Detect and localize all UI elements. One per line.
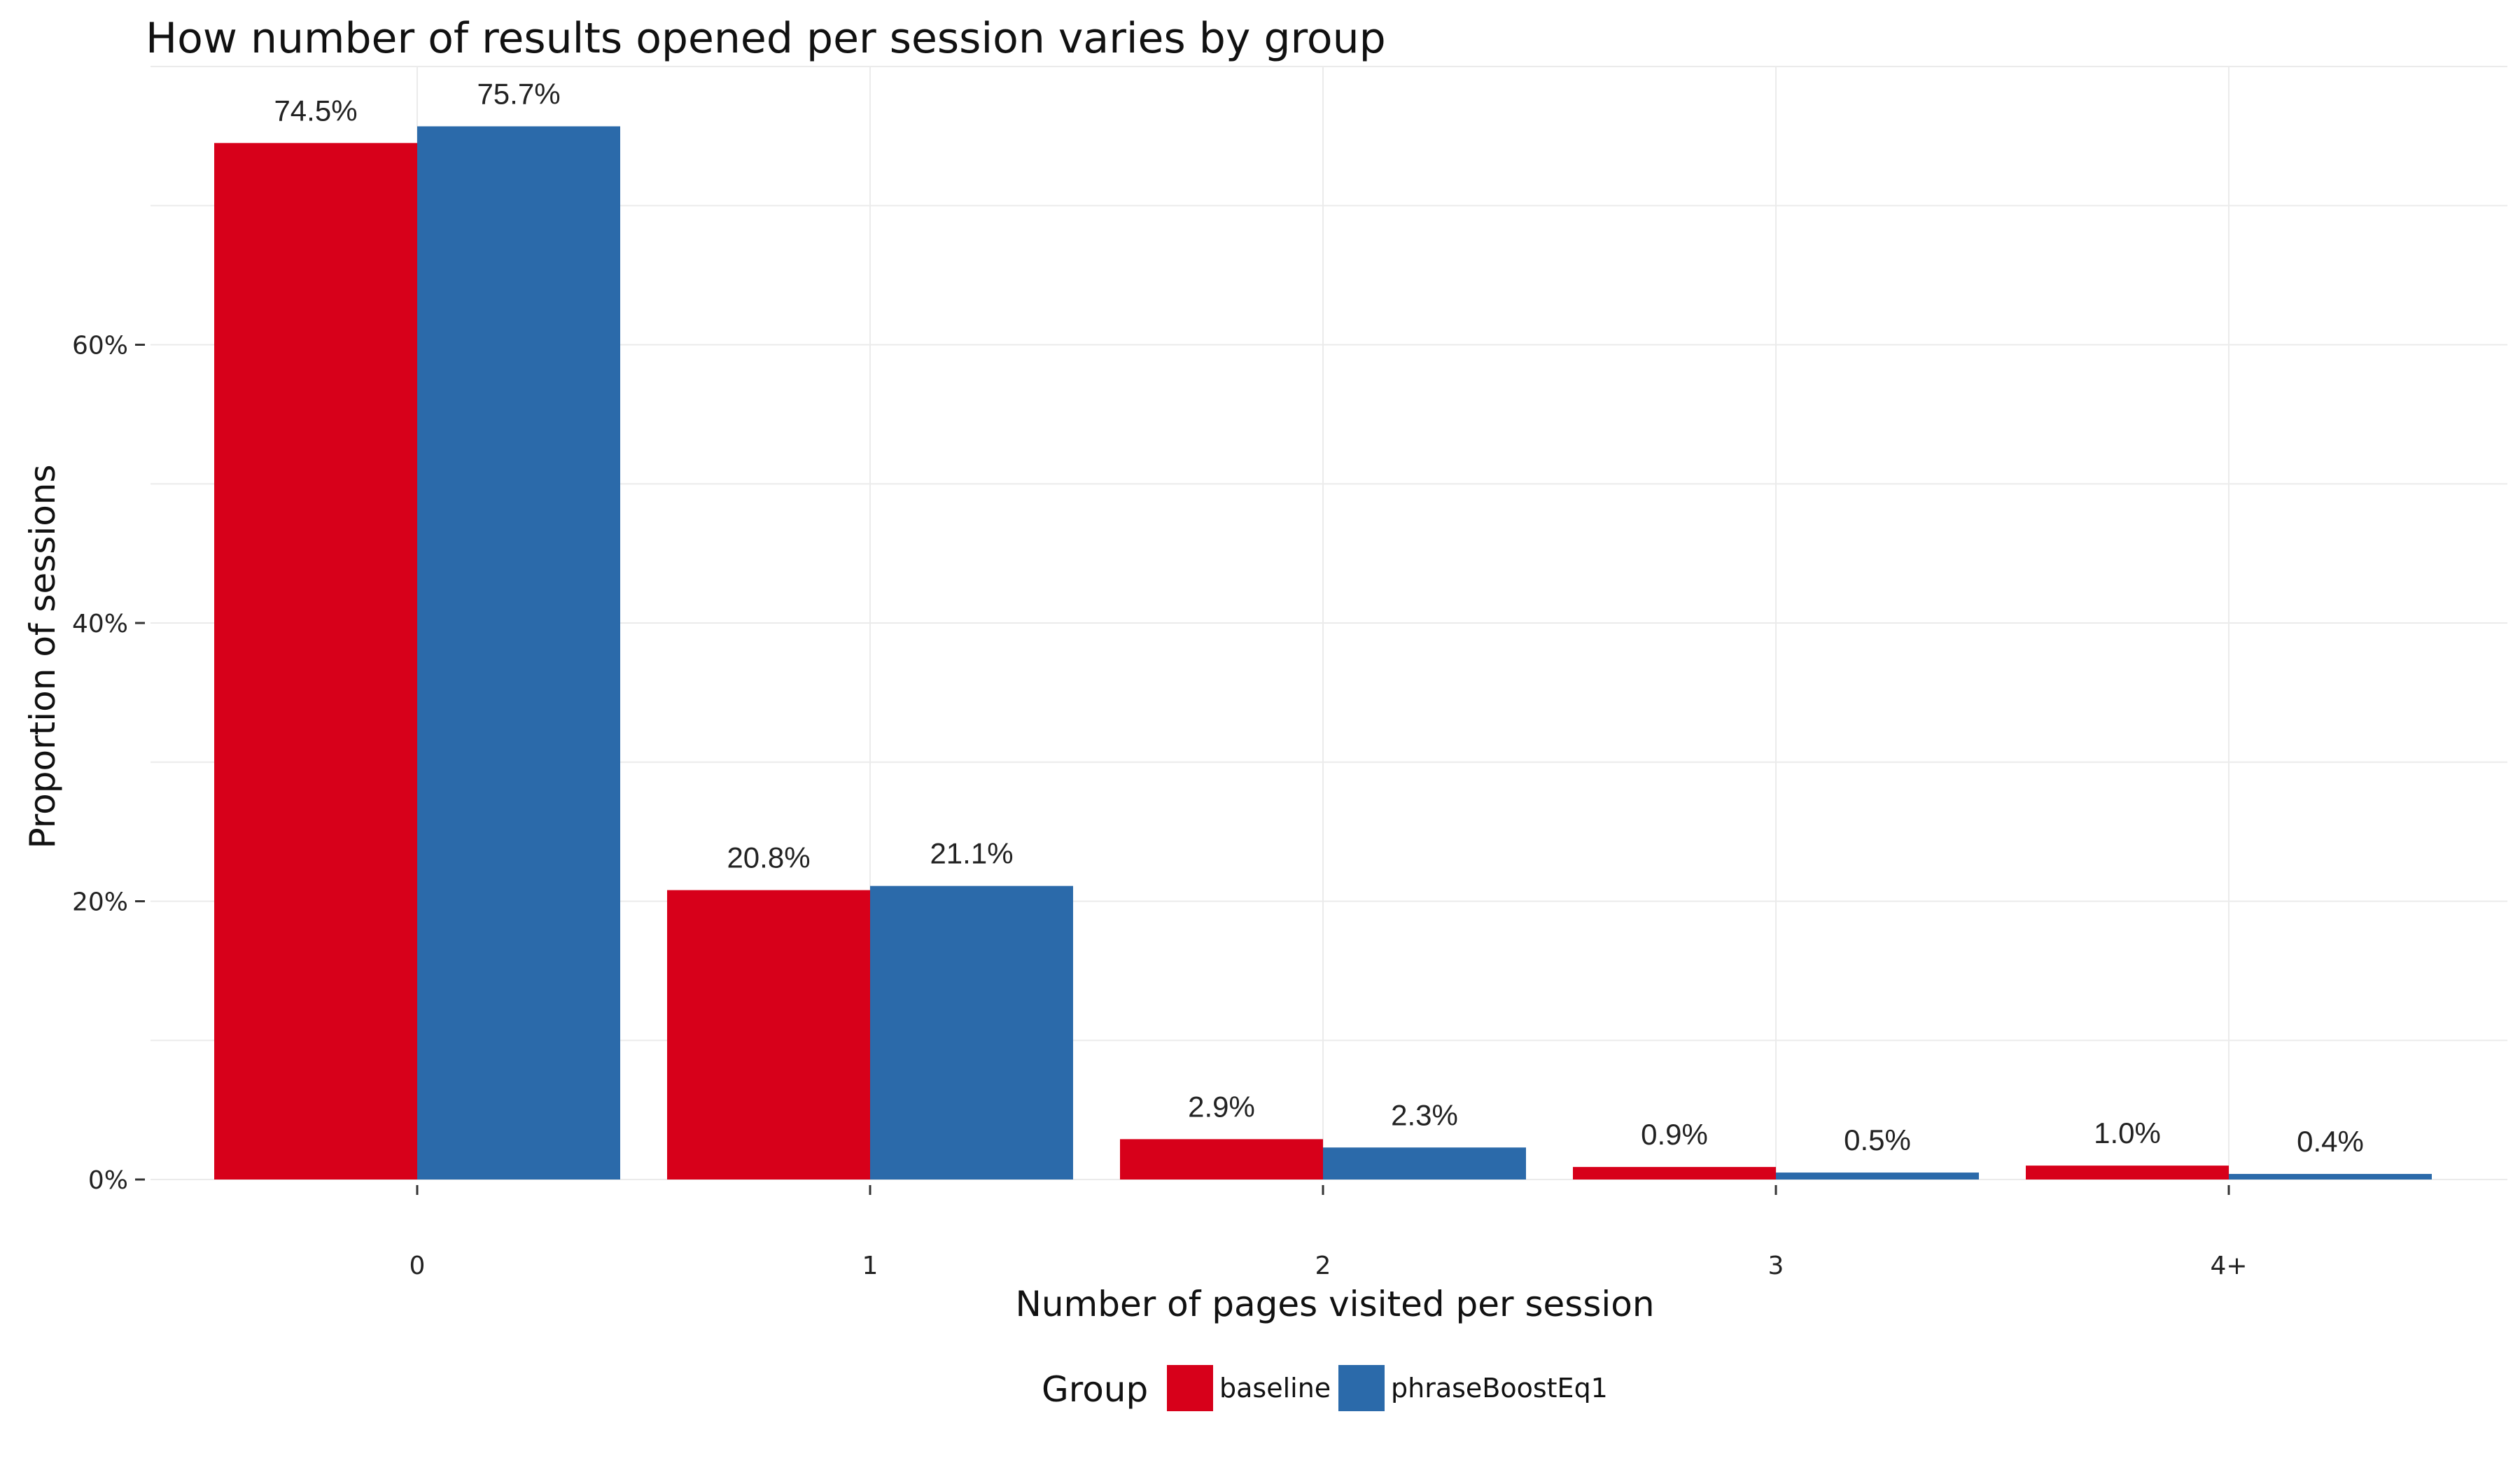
legend: Group baseline phraseBoostEq1 [1042, 1365, 1608, 1411]
y-tick-label: 20% [72, 888, 128, 917]
y-axis-title: Proportion of sessions [22, 464, 63, 848]
bar-value-label: 0.9% [1641, 1118, 1708, 1151]
data-labels: 74.5% 20.8% 2.9% 0.9% 1.0% 75.7% 21.1% 2.3% 0.5%… [274, 77, 2363, 1158]
bar-baseline [2026, 1166, 2229, 1180]
bar-value-label: 2.9% [1188, 1090, 1255, 1123]
bar-baseline [667, 890, 870, 1180]
legend-label-baseline: baseline [1219, 1373, 1331, 1404]
bar-phraseBoostEq1 [417, 126, 620, 1180]
x-tick-label: 1 [862, 1252, 878, 1280]
y-tick-label: 0% [88, 1166, 128, 1195]
bars [214, 126, 2432, 1180]
bar-phraseBoostEq1 [1323, 1147, 1526, 1180]
bar-value-label: 2.3% [1391, 1098, 1458, 1131]
y-tick-label: 60% [72, 332, 128, 360]
bar-value-label: 0.5% [1844, 1124, 1911, 1156]
y-tick-label: 40% [72, 610, 128, 638]
chart-title: How number of results opened per session… [146, 14, 1386, 63]
bar-value-label: 75.7% [477, 77, 560, 110]
bar-value-label: 1.0% [2094, 1116, 2161, 1149]
x-tick-label: 4+ [2210, 1252, 2247, 1280]
x-tick-label: 0 [410, 1252, 426, 1280]
x-tick-label: 3 [1768, 1252, 1784, 1280]
axes: 0% 20% 40% 60% 0 1 2 3 4+ [72, 332, 2248, 1281]
bar-baseline [214, 143, 417, 1180]
bar-phraseBoostEq1 [2229, 1174, 2432, 1180]
bar-baseline [1573, 1167, 1776, 1180]
legend-title: Group [1042, 1369, 1148, 1410]
bar-value-label: 74.5% [274, 94, 357, 127]
x-tick-label: 2 [1315, 1252, 1331, 1280]
legend-key-baseline [1167, 1365, 1213, 1411]
x-axis-title: Number of pages visited per session [1015, 1284, 1654, 1324]
bar-value-label: 20.8% [727, 841, 810, 874]
bar-value-label: 21.1% [930, 837, 1013, 870]
legend-key-phraseBoostEq1 [1338, 1365, 1385, 1411]
bar-baseline [1120, 1139, 1323, 1180]
bar-phraseBoostEq1 [1776, 1172, 1979, 1180]
bar-value-label: 0.4% [2297, 1125, 2364, 1158]
bar-phraseBoostEq1 [870, 886, 1073, 1180]
legend-label-phraseBoostEq1: phraseBoostEq1 [1391, 1373, 1608, 1404]
